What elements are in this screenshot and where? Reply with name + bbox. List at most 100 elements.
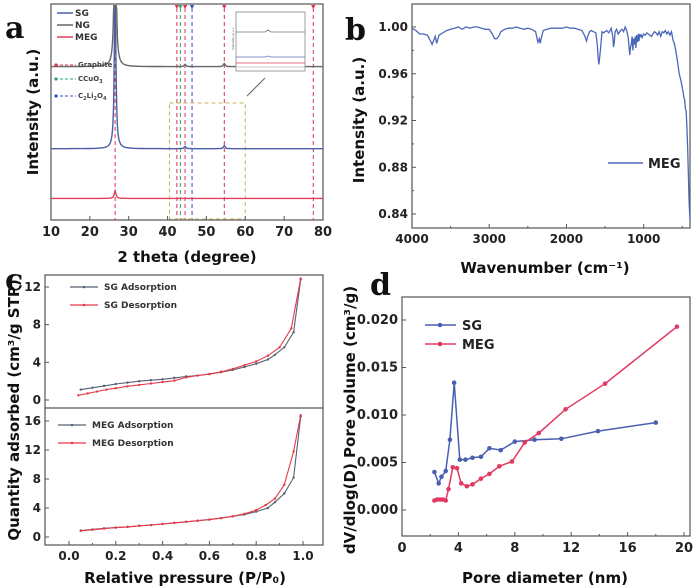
data-point-meg-desorption	[219, 516, 223, 520]
legend-marker-c2li2o4	[54, 94, 58, 98]
legend-c-top: SG Adsorption SG Desorption	[70, 283, 177, 311]
data-point-sg-desorption	[219, 370, 223, 373]
data-point-sg	[451, 380, 457, 386]
series-line-meg-desorption	[80, 415, 302, 532]
legend-label-graphite: Graphite	[78, 61, 113, 69]
data-point-sg	[498, 447, 504, 453]
data-point-sg-adsorption	[266, 358, 270, 361]
series-group-b	[411, 25, 691, 220]
ref-marker-ccuo3	[178, 5, 183, 9]
data-point-meg	[478, 476, 484, 481]
panel-label-b: b	[345, 13, 366, 48]
data-point-meg	[674, 324, 680, 329]
inset-ylabel: Intensity (a.u.)	[231, 28, 235, 50]
x-tick-label: 3000	[473, 232, 506, 246]
data-point-sg-desorption	[278, 346, 281, 349]
x-ticks-d: 0 4 8 12 16 20	[397, 532, 693, 556]
data-point-sg-adsorption	[273, 353, 277, 356]
x-tick-label: 0.2	[105, 549, 126, 563]
legend-b: MEG	[608, 157, 681, 172]
y-tick-label: 0.88	[378, 160, 408, 174]
series-group-d	[432, 324, 680, 503]
x-axis-label-c: Relative pressure (P/P₀)	[84, 569, 286, 587]
data-point-sg-desorption	[86, 392, 89, 395]
data-point-sg-desorption	[95, 390, 99, 393]
data-point-sg-desorption	[243, 363, 246, 367]
ref-marker-graphite	[311, 5, 316, 9]
data-point-sg-adsorption	[173, 376, 176, 380]
data-point-meg-desorption	[126, 525, 129, 529]
legend-label-sg: SG	[75, 9, 89, 19]
x-tick-label: 20	[675, 541, 693, 556]
data-point-meg-desorption	[299, 414, 302, 417]
plot-frame-b	[411, 3, 691, 229]
data-point-sg	[470, 455, 475, 461]
legend-d: SG MEG	[425, 319, 495, 353]
y-tick-label: 0.96	[378, 67, 408, 81]
data-point-meg	[458, 481, 464, 486]
x-ticks-c: 0.0 0.2 0.4 0.6 0.8 1.0	[58, 541, 314, 563]
data-point-sg-adsorption	[138, 379, 141, 383]
data-point-meg-desorption	[138, 524, 141, 527]
y-axis-label-b: Intensity (a.u.)	[350, 57, 368, 183]
data-point-meg	[443, 498, 449, 503]
panel-d: d 0 4 8 12 16 20 0.000 0.005 0.010 0.015 0.020 SG…	[341, 268, 693, 587]
data-point-sg	[463, 457, 468, 462]
legend-label-ccuo3: CCuO3	[78, 75, 103, 85]
data-point-meg-desorption	[149, 523, 153, 527]
data-point-sg-desorption	[77, 394, 80, 397]
data-point-sg-desorption	[255, 360, 258, 363]
data-point-sg-desorption	[208, 372, 211, 376]
x-tick-label: 30	[120, 225, 138, 240]
x-tick-label: 0.0	[58, 549, 79, 563]
y-tick-label: 12	[24, 443, 41, 457]
data-point-sg	[512, 439, 518, 444]
data-point-sg-adsorption	[283, 346, 286, 349]
data-point-sg	[595, 428, 601, 434]
data-point-meg	[450, 464, 456, 470]
inset-ng-line	[236, 29, 305, 33]
panel-c: c 0.0 0.2 0.4 0.6 0.8 1.0 0 4 8 12 0 4 8 12 16 SG Ads…	[5, 263, 324, 587]
legend-marker-ccuo3	[54, 77, 58, 81]
y-axis-label-a: Intensity (a.u.)	[24, 49, 42, 175]
data-point-sg-adsorption	[243, 365, 246, 369]
inset-sg-line	[236, 55, 305, 58]
data-point-meg	[496, 464, 502, 469]
data-point-sg-desorption	[299, 277, 302, 280]
data-point-meg-desorption	[184, 520, 188, 523]
y-tick-label: 0	[33, 530, 41, 544]
data-point-sg	[487, 445, 492, 451]
x-ticks-a: 10 20 30 40 50 60 70 80	[42, 216, 332, 240]
data-point-meg	[454, 465, 460, 471]
data-point-sg-adsorption	[149, 379, 153, 382]
x-tick-label: 1.0	[292, 549, 313, 563]
legend-c-bottom: MEG Adsorption MEG Desorption	[58, 421, 174, 449]
data-point-sg-desorption	[126, 385, 129, 388]
data-point-sg-adsorption	[126, 381, 129, 384]
data-point-meg	[464, 483, 470, 489]
zoom-box-rect	[169, 102, 246, 220]
plot-frame-c	[44, 274, 324, 546]
y-tick-label: 12	[24, 280, 41, 294]
x-tick-label: 40	[159, 225, 177, 240]
x-tick-label: 0.6	[199, 549, 220, 563]
data-point-meg-desorption	[196, 519, 199, 522]
y-tick-label: 4	[33, 501, 41, 515]
y-tick-label: 0.020	[357, 313, 398, 328]
series-line-sg-desorption	[78, 278, 302, 396]
data-point-sg	[432, 469, 437, 475]
panel-b: b 4000 3000 2000 1000 1.000.960.920.880.84 …	[345, 3, 691, 277]
series-line-meg	[411, 25, 691, 220]
ref-marker-graphite	[222, 5, 227, 9]
x-tick-label: 20	[81, 225, 99, 240]
data-point-sg-adsorption	[102, 384, 106, 388]
data-point-sg-adsorption	[161, 378, 164, 381]
data-point-meg-desorption	[161, 522, 164, 526]
data-point-meg-desorption	[292, 450, 295, 453]
data-point-meg-adsorption	[266, 506, 270, 510]
data-point-sg	[653, 420, 659, 425]
legend-marker-meg-desorption	[70, 441, 74, 445]
legend-label-c2li2o4: C2Li2O4	[78, 92, 107, 102]
data-point-sg-desorption	[105, 388, 108, 391]
